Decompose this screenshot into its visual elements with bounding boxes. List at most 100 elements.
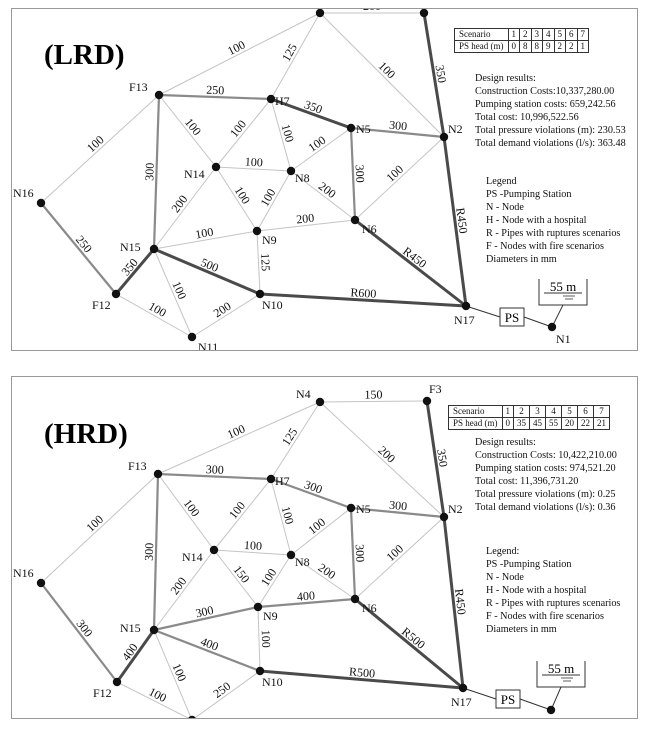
pipe-h7-n14	[213, 478, 272, 551]
scenario-cell: 5	[561, 405, 578, 418]
pipe-f13-n14	[157, 473, 215, 551]
node-n4	[315, 9, 325, 18]
pipe-n14-n9	[215, 166, 258, 232]
pipe-diameter-label: 100	[225, 422, 247, 442]
node-label: N1	[555, 715, 570, 719]
node-n5	[346, 123, 356, 133]
pipe-n5-n8	[290, 127, 352, 172]
node-label: F12	[92, 298, 111, 312]
pipe-n6-n17	[354, 597, 464, 690]
node-n4	[315, 397, 325, 407]
pipe-diameter-label: 200	[168, 192, 190, 215]
design-results-line: Design results:	[475, 437, 536, 448]
ps-head-cell: 22	[577, 417, 594, 430]
pipe-n8-n6	[290, 554, 356, 600]
pipe-n2-n17	[442, 516, 465, 689]
node-n8	[286, 166, 296, 176]
pipe-h7-n8	[270, 98, 292, 172]
pipes-group	[40, 400, 465, 718]
legend-lrd: Legend PS -Pumping Station N - Node H - …	[486, 175, 620, 266]
scenario-cell: 3	[529, 405, 546, 418]
pipe-diameter-label: 125	[258, 253, 273, 272]
scenario-row: Scenario 1 2 3 4 5 6 7	[454, 28, 589, 41]
pipe-n2-n6	[354, 136, 445, 221]
legend-line: PS -Pumping Station	[486, 559, 572, 570]
legend-line: Legend	[486, 176, 517, 187]
pipe-h7-n14	[215, 98, 272, 168]
node-label: H7	[275, 474, 290, 488]
legend-line: N - Node	[486, 572, 524, 583]
legend-line: R - Pipes with ruptures scenarios	[486, 228, 621, 239]
pipe-diameter-label: 100	[244, 538, 263, 553]
node-label: N8	[295, 555, 310, 569]
node-n10	[255, 289, 265, 299]
reservoir-head-label: 55 m	[550, 279, 576, 294]
pipe-diameter-label: 200	[211, 299, 234, 320]
pipe-diameter-label: 100	[257, 186, 278, 209]
node-n9	[252, 226, 262, 236]
scenario-cell: 2	[513, 405, 530, 418]
pipe-n10-n17	[259, 669, 464, 690]
node-label: N5	[356, 122, 371, 136]
pumping-station-label: PS	[501, 692, 515, 707]
design-results-line: Total pressure violations (m): 0.25	[475, 489, 616, 500]
node-n2	[439, 512, 449, 522]
pipe-diameter-label: 250	[73, 233, 95, 256]
node-label: F3	[429, 382, 442, 396]
pumping-station-box	[499, 307, 525, 327]
pipe-diameter-label: 300	[389, 118, 408, 134]
node-label: N11	[198, 340, 218, 351]
node-label: N14	[184, 167, 205, 181]
design-results-line: Pumping station costs: 659,242.56	[475, 99, 616, 110]
pipe-diameter-label: R600	[350, 285, 377, 300]
panel-hrd: 150 350 100 125 200 300 300 300 100 100 100 100 100 3…	[11, 376, 638, 719]
node-label: N16	[13, 186, 34, 200]
pipe-diameter-label: 150	[231, 563, 253, 586]
pipe-n5-n2	[350, 126, 445, 139]
node-n6	[350, 594, 360, 604]
scenario-cell: 2	[519, 28, 532, 41]
node-label: F13	[129, 80, 148, 94]
pipe-f3-n2	[422, 12, 446, 138]
scenario-cell: 1	[507, 28, 520, 41]
pipe-diameter-label: 300	[353, 164, 368, 183]
design-results-lrd: Design results: Construction Costs:10,33…	[475, 72, 626, 150]
design-results-line: Design results:	[475, 73, 536, 84]
node-label: N4	[296, 387, 311, 401]
pipe-n16-f12	[40, 202, 117, 295]
pipe-labels-group: 2003501001251002503503001001001001001003…	[73, 9, 471, 320]
pipe-diameter-label: 100	[146, 299, 169, 320]
pipe-f13-h7	[158, 93, 272, 101]
pipe-diameter-label: 100	[383, 162, 406, 185]
scenario-cell: 6	[565, 28, 578, 41]
pipe-n14-n8	[215, 166, 292, 172]
legend-line: N - Node	[486, 202, 524, 213]
legend-line: F - Nodes with fire scenarios	[486, 611, 604, 622]
pipe-diameter-label: 100	[376, 59, 399, 82]
ps-head-cell: 0	[507, 40, 520, 53]
node-n17	[458, 683, 468, 693]
pipe-diameter-label: 100	[258, 566, 279, 589]
scenario-cell: 7	[593, 405, 610, 418]
pipe-diameter-label: R500	[349, 664, 376, 680]
pipe-diameter-label: 350	[303, 97, 325, 116]
pipe-diameter-label: 300	[389, 498, 408, 514]
ps-head-cell: 20	[561, 417, 578, 430]
panel-title: (LRD)	[44, 39, 125, 71]
pipe-n9-n6	[256, 219, 356, 232]
pipe-n16-f12	[40, 582, 118, 683]
pipe-diameter-label: 350	[433, 64, 450, 84]
pipe-diameter-label: 100	[194, 225, 214, 242]
pipe-diameter-label: 125	[279, 41, 300, 64]
pipe-h7-n5	[270, 97, 352, 130]
legend-line: Diameters in mm	[486, 624, 557, 635]
pipe-diameter-label: 400	[199, 634, 221, 654]
node-n10	[255, 666, 265, 676]
scenario-cell: 1	[501, 405, 514, 418]
pipe-n15-n9	[153, 605, 259, 632]
node-n1	[546, 705, 556, 715]
ps-head-label: PS head (m)	[454, 40, 509, 53]
pipe-n8-n9	[257, 554, 292, 608]
pipe-diameter-label: 100	[181, 496, 203, 519]
